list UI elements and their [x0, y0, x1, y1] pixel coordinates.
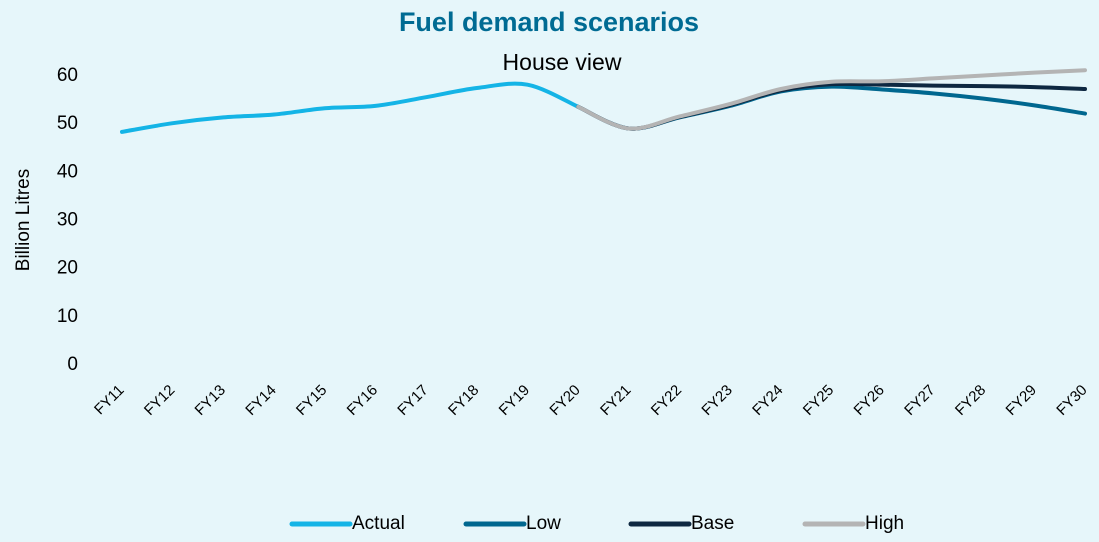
x-tick-label: FY21 [597, 382, 634, 419]
legend-label: Low [526, 513, 561, 534]
x-tick-label: FY29 [1003, 382, 1040, 419]
y-tick-label: 10 [57, 306, 78, 327]
x-tick-label: FY11 [91, 382, 128, 419]
x-tick-label: FY25 [800, 382, 837, 419]
x-tick-label: FY15 [293, 382, 330, 419]
series-line [576, 68, 1087, 131]
x-tick-label: FY12 [141, 382, 178, 419]
x-tick-label: FY27 [901, 382, 938, 419]
series-line [576, 81, 1087, 131]
x-tick-label: FY17 [394, 382, 431, 419]
x-tick-label: FY22 [648, 382, 685, 419]
legend-label: Actual [352, 513, 405, 534]
series-line [120, 81, 581, 134]
y-axis-label: Billion Litres [13, 169, 34, 271]
y-tick-label: 50 [57, 113, 78, 134]
y-tick-label: 60 [57, 65, 78, 86]
y-tick-label: 0 [67, 354, 78, 375]
x-tick-label: FY16 [344, 382, 381, 419]
x-tick-label: FY18 [445, 382, 482, 419]
chart-title: Fuel demand scenarios [399, 7, 699, 37]
plot-area [120, 68, 1087, 134]
x-tick-label: FY14 [242, 382, 279, 419]
x-tick-label: FY30 [1053, 382, 1090, 419]
y-tick-label: 30 [57, 210, 78, 231]
x-tick-label: FY24 [749, 382, 786, 419]
y-tick-label: 20 [57, 258, 78, 279]
chart-subtitle: House view [503, 49, 622, 75]
legend-label: High [865, 513, 904, 534]
x-tick-label: FY19 [496, 382, 533, 419]
x-tick-label: FY13 [192, 382, 229, 419]
x-tick-label: FY28 [952, 382, 989, 419]
series-line [576, 84, 1087, 131]
legend: Actual Low Base High [289, 513, 904, 534]
x-tick-label: FY23 [698, 382, 735, 419]
y-tick-label: 40 [57, 161, 78, 182]
x-tick-label: FY20 [546, 382, 583, 419]
legend-label: Base [691, 513, 734, 534]
x-tick-label: FY26 [851, 382, 888, 419]
